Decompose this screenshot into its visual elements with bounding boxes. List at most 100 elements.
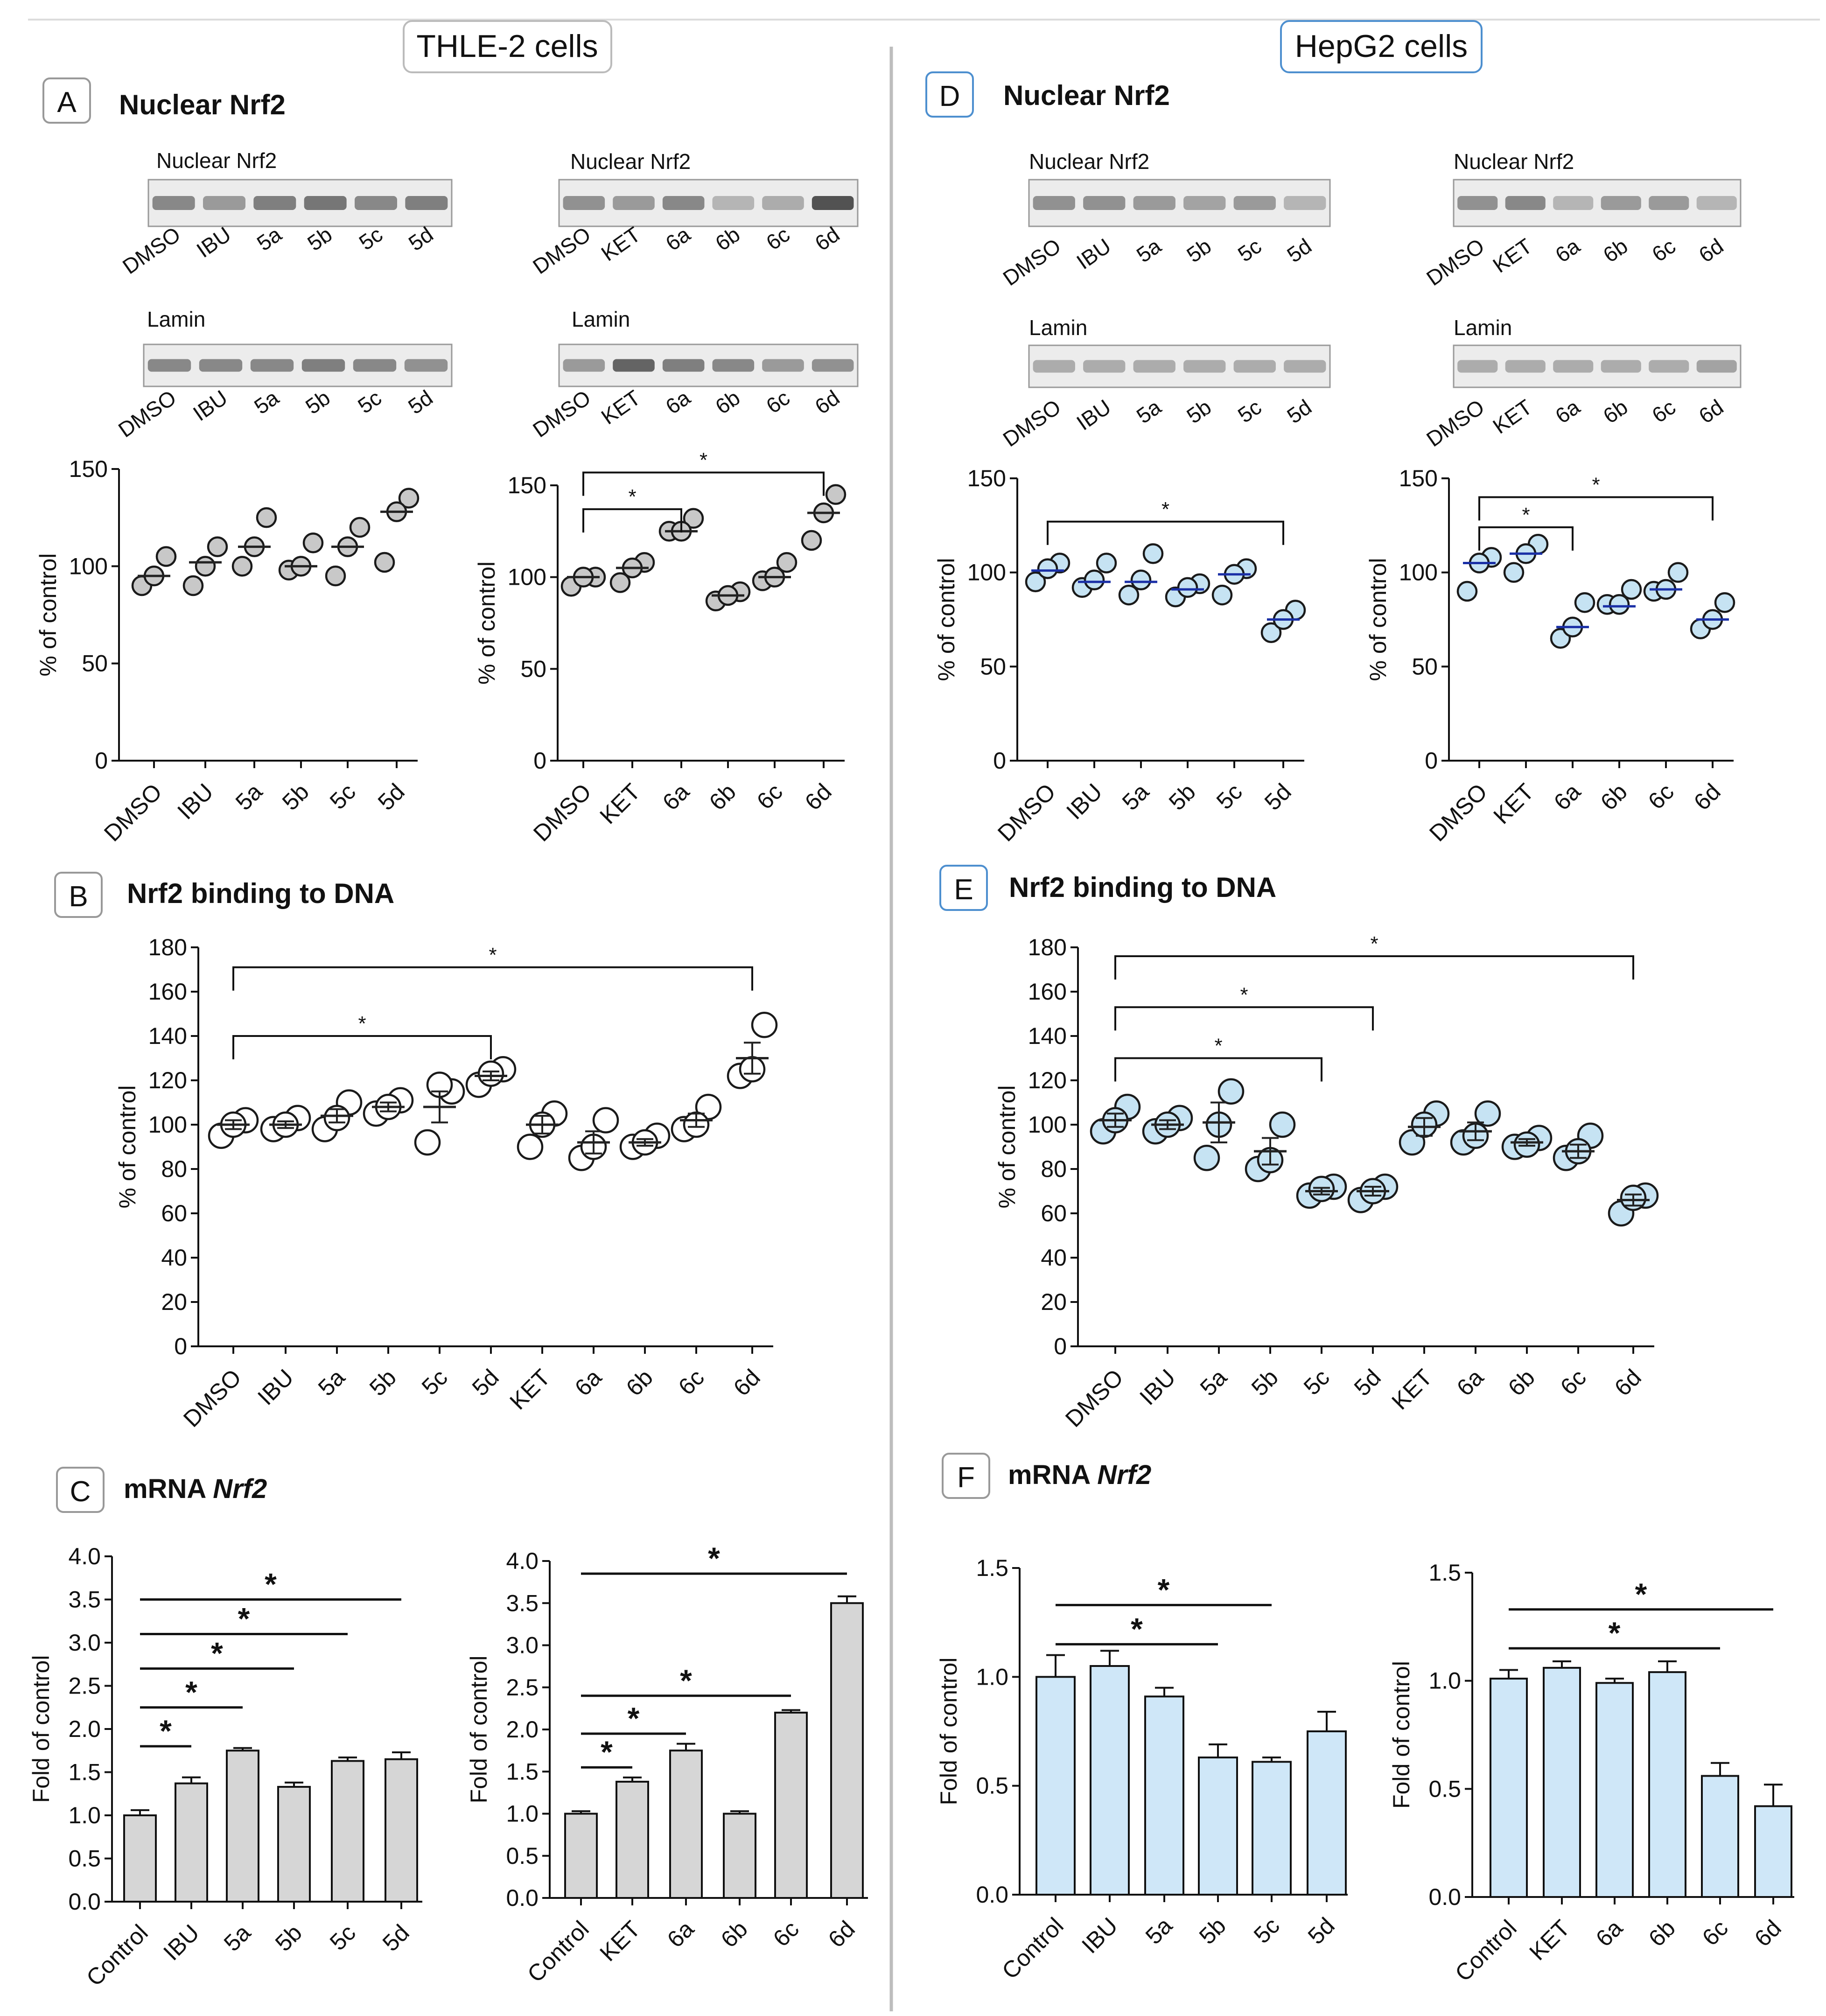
- data-point: [776, 552, 798, 573]
- data-point: [256, 507, 277, 528]
- blot-label: Nuclear Nrf2: [1029, 149, 1149, 174]
- y-tick-label: 1.0: [506, 1801, 539, 1827]
- x-tick-label: Control: [522, 1916, 594, 1988]
- x-tick-label: DMSO: [99, 778, 167, 847]
- y-tick-label: 140: [1028, 1023, 1067, 1049]
- blot-lane-label: IBU: [1072, 395, 1115, 435]
- bar: [723, 1813, 756, 1899]
- blot-band: [1601, 196, 1641, 210]
- blot-band: [203, 196, 245, 210]
- x-tick-label: 6a: [1452, 1364, 1489, 1401]
- blot-band: [762, 196, 804, 210]
- significance-bracket: [1478, 526, 1574, 551]
- data-point: [195, 556, 216, 577]
- blot-membrane: [147, 179, 453, 227]
- data-point: [1142, 543, 1164, 564]
- y-tick-label: 50: [520, 656, 546, 682]
- y-axis-label: % of control: [933, 558, 959, 681]
- y-tick-label: 3.5: [506, 1590, 539, 1616]
- x-tick-label: 5a: [1195, 1364, 1232, 1401]
- chart-c-left: 0.0 0.5 1.0 1.5 2.0 2.5 3.0 3.5 4.0 Fold of contr…: [28, 1543, 422, 1991]
- chart-c-right: 0.0 0.5 1.0 1.5 2.0 2.5 3.0 3.5 4.0 Fold of contr…: [466, 1541, 868, 1988]
- data-point: [1130, 569, 1152, 591]
- y-axis-label: Fold of control: [1388, 1661, 1414, 1809]
- bar: [175, 1782, 208, 1903]
- x-tick-label: DMSO: [178, 1364, 246, 1432]
- bar: [830, 1602, 864, 1899]
- data-point: [231, 556, 253, 577]
- x-tick-label: KET: [504, 1364, 555, 1414]
- blot-label: Lamin: [572, 307, 630, 331]
- x-tick-label: 5d: [467, 1364, 504, 1401]
- significance-star: *: [628, 1701, 640, 1736]
- blot-band: [662, 196, 705, 210]
- bar: [616, 1780, 649, 1899]
- blot-label: Lamin: [1029, 315, 1087, 340]
- blot-band: [563, 359, 605, 372]
- data-point: [1667, 562, 1689, 583]
- blot-band: [613, 196, 655, 210]
- blot-band: [1133, 196, 1175, 210]
- x-tick-label: KET: [1488, 778, 1539, 829]
- y-tick-label: 2.0: [68, 1716, 101, 1742]
- y-tick-label: 150: [508, 472, 546, 498]
- x-tick-label: 5d: [1259, 778, 1296, 815]
- data-point: [182, 575, 204, 596]
- bar: [1543, 1666, 1581, 1898]
- blot-band: [762, 359, 804, 372]
- y-tick-label: 100: [967, 560, 1006, 586]
- y-tick-label: 50: [82, 651, 108, 677]
- x-tick-label: 6d: [1749, 1915, 1786, 1952]
- blot-lane-label: IBU: [189, 385, 232, 426]
- x-tick-label: 6d: [728, 1364, 765, 1401]
- blot-membrane: [558, 179, 859, 227]
- bar: [1090, 1665, 1130, 1896]
- blot-6: Nuclear Nrf2 DMSO KET 6a 6b 6c 6d: [1422, 149, 1742, 290]
- y-tick-label: 20: [1041, 1289, 1067, 1315]
- bar: [1701, 1775, 1739, 1898]
- significance-star: *: [358, 1012, 366, 1035]
- bar: [564, 1813, 598, 1899]
- y-tick-label: 60: [1041, 1200, 1067, 1226]
- data-point: [517, 1134, 544, 1160]
- data-point: [1609, 594, 1630, 615]
- significance-bracket: [1478, 496, 1714, 521]
- x-tick-label: 5c: [1299, 1364, 1335, 1400]
- x-tick-label: KET: [595, 778, 645, 829]
- blot-lane-label: DMSO: [528, 385, 595, 442]
- x-tick-label: 6d: [823, 1916, 860, 1953]
- bar: [1252, 1761, 1292, 1896]
- significance-bracket: [232, 966, 753, 991]
- x-tick-label: 6b: [1503, 1364, 1540, 1401]
- data-point: [751, 1012, 778, 1038]
- significance-star: *: [708, 1541, 720, 1575]
- x-tick-label: IBU: [172, 778, 218, 825]
- x-tick-label: 5c: [417, 1364, 453, 1400]
- data-point: [1260, 622, 1282, 643]
- panel-title-d: Nuclear Nrf2: [1003, 80, 1170, 111]
- bar: [385, 1758, 418, 1903]
- significance-star: *: [185, 1675, 197, 1709]
- y-tick-label: 1.0: [68, 1802, 101, 1828]
- blot-lane-label: 5c: [1233, 234, 1266, 266]
- blot-lane-label: 5c: [353, 385, 386, 418]
- y-axis-label: % of control: [1365, 558, 1391, 681]
- x-tick-label: 6d: [1689, 778, 1726, 815]
- blot-lane-label: DMSO: [1422, 395, 1489, 452]
- blot-membrane: [1028, 179, 1331, 227]
- y-tick-label: 0: [95, 748, 108, 774]
- panel-letter-c: C: [70, 1476, 91, 1508]
- y-tick-label: 1.0: [1428, 1668, 1461, 1694]
- x-tick-label: 5b: [364, 1364, 401, 1401]
- blot-lane-label: 6b: [1599, 395, 1632, 428]
- panel-letter-e: E: [954, 874, 973, 906]
- x-tick-label: 5b: [1194, 1912, 1231, 1949]
- blot-band: [1505, 196, 1546, 210]
- significance-bracket: [1114, 1006, 1374, 1031]
- x-tick-label: DMSO: [993, 778, 1061, 847]
- significance-star: *: [1609, 1616, 1621, 1650]
- panel-letter-box-f: [942, 1453, 990, 1499]
- blot-lane-label: 5a: [1132, 233, 1166, 267]
